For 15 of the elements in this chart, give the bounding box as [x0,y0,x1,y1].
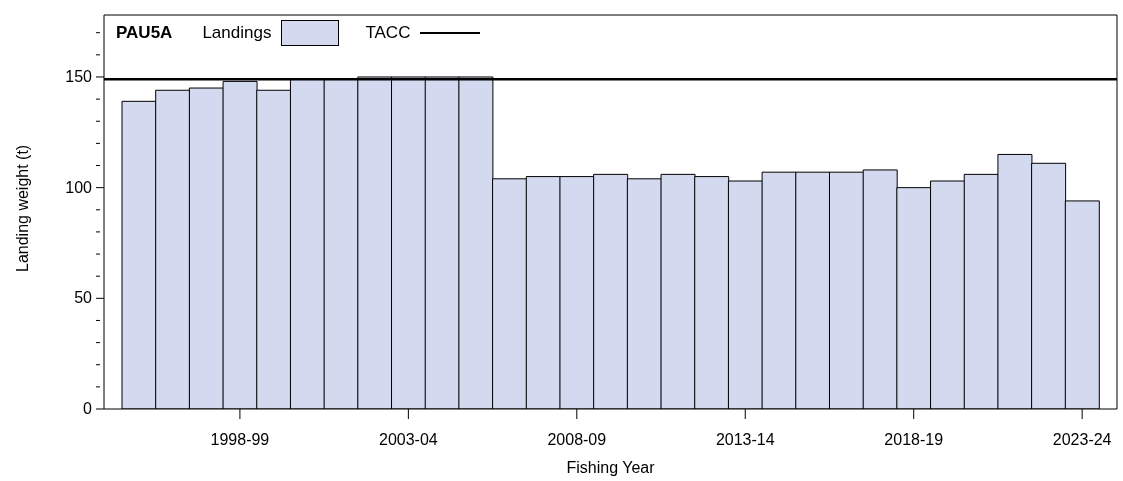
y-tick-label: 50 [74,289,93,307]
y-tick-label: 100 [65,178,93,196]
text: PAU5A [116,23,173,43]
legend-label: Landings [202,23,272,43]
y-tick-label: 150 [65,67,93,85]
y-axis-title: Landing weight (t) [13,144,31,272]
x-tick-label: 2013-14 [715,431,775,448]
y-tick-label: 0 [83,400,93,417]
x-axis-title: Fishing Year [566,459,656,476]
x-tick-label: 2018-19 [884,431,944,448]
x-tick-label: 2023-24 [1052,431,1112,448]
x-tick-label: 2008-09 [547,431,607,448]
legend-label: TACC [365,23,411,43]
x-tick-label: 1998-99 [210,431,270,448]
x-tick-label: 2003-04 [379,431,438,448]
